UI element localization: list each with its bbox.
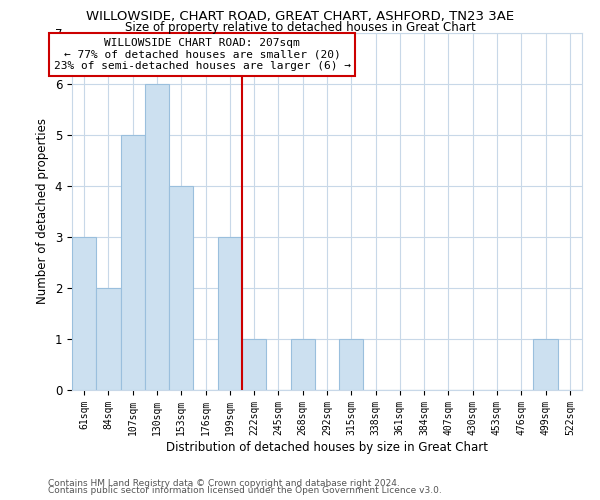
Bar	[533, 339, 558, 390]
Y-axis label: Number of detached properties: Number of detached properties	[36, 118, 49, 304]
Text: Contains public sector information licensed under the Open Government Licence v3: Contains public sector information licen…	[48, 486, 442, 495]
X-axis label: Distribution of detached houses by size in Great Chart: Distribution of detached houses by size …	[166, 440, 488, 454]
Bar	[96, 288, 121, 390]
Bar	[121, 134, 145, 390]
Bar	[145, 84, 169, 390]
Text: WILLOWSIDE, CHART ROAD, GREAT CHART, ASHFORD, TN23 3AE: WILLOWSIDE, CHART ROAD, GREAT CHART, ASH…	[86, 10, 514, 23]
Text: Contains HM Land Registry data © Crown copyright and database right 2024.: Contains HM Land Registry data © Crown c…	[48, 478, 400, 488]
Bar	[242, 339, 266, 390]
Bar	[290, 339, 315, 390]
Bar	[72, 237, 96, 390]
Bar	[339, 339, 364, 390]
Bar	[218, 237, 242, 390]
Text: WILLOWSIDE CHART ROAD: 207sqm
← 77% of detached houses are smaller (20)
23% of s: WILLOWSIDE CHART ROAD: 207sqm ← 77% of d…	[53, 38, 350, 71]
Bar	[169, 186, 193, 390]
Text: Size of property relative to detached houses in Great Chart: Size of property relative to detached ho…	[125, 21, 475, 34]
